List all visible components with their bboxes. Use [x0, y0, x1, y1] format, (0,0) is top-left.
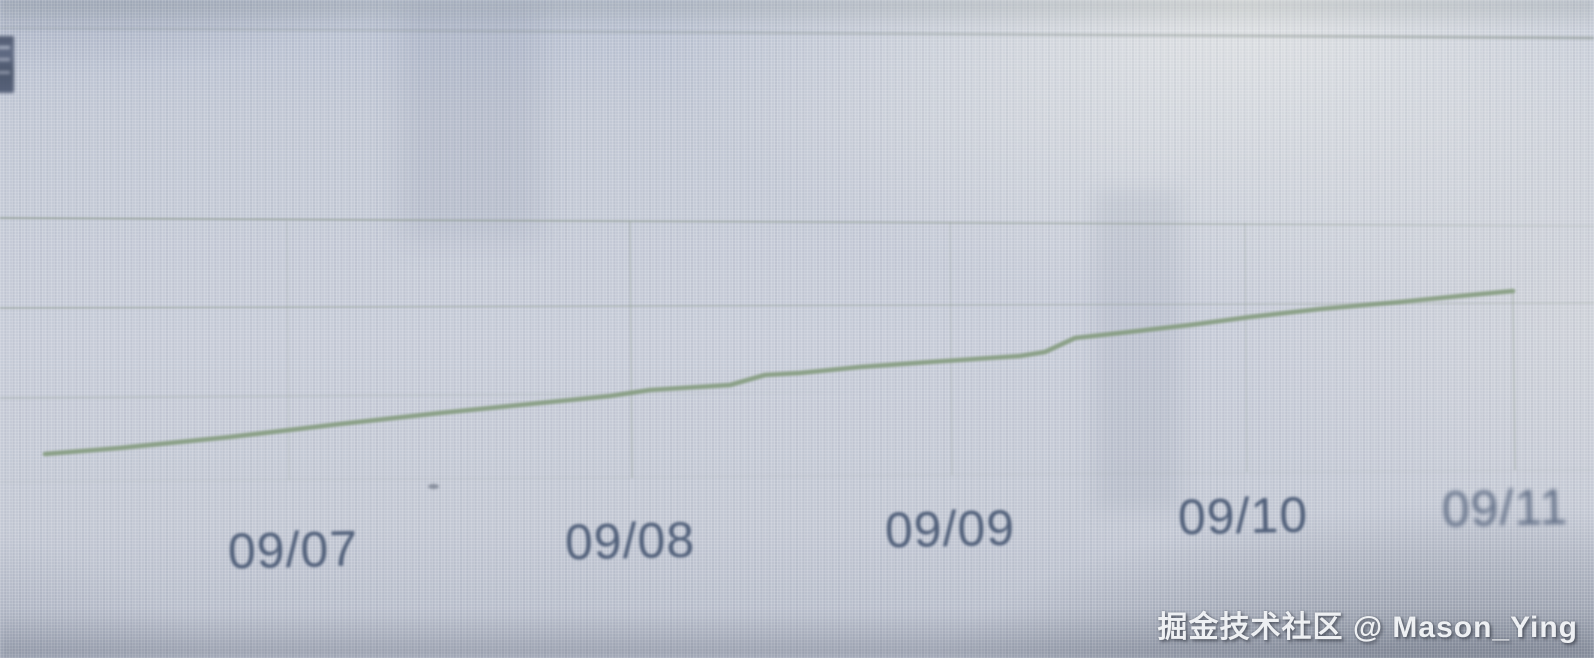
- trend-line: [42, 288, 1516, 457]
- x-axis-label: 09/08: [564, 511, 696, 571]
- gridline-vertical: [286, 220, 290, 481]
- watermark-text: 掘金技术社区 @ Mason_Ying: [1157, 611, 1578, 644]
- x-axis-label: 09/10: [1177, 486, 1309, 546]
- card-top-border: [0, 26, 1594, 40]
- gridline-horizontal-top: [0, 216, 1594, 228]
- gridline-vertical: [629, 220, 633, 479]
- gridline-vertical: [1244, 222, 1248, 473]
- x-axis-label: 09/11: [1441, 478, 1569, 538]
- gridline-horizontal-faint: [0, 391, 901, 399]
- axis-baseline: [0, 469, 1594, 483]
- gridline-vertical: [1512, 291, 1516, 471]
- clipped-edge-text-fragment: [0, 36, 14, 93]
- dust-speck: [428, 484, 439, 489]
- gridline-horizontal-mid: [0, 301, 1594, 310]
- x-axis-label: 09/09: [884, 499, 1016, 559]
- x-axis-label: 09/07: [227, 520, 359, 580]
- gridline-vertical: [949, 221, 953, 476]
